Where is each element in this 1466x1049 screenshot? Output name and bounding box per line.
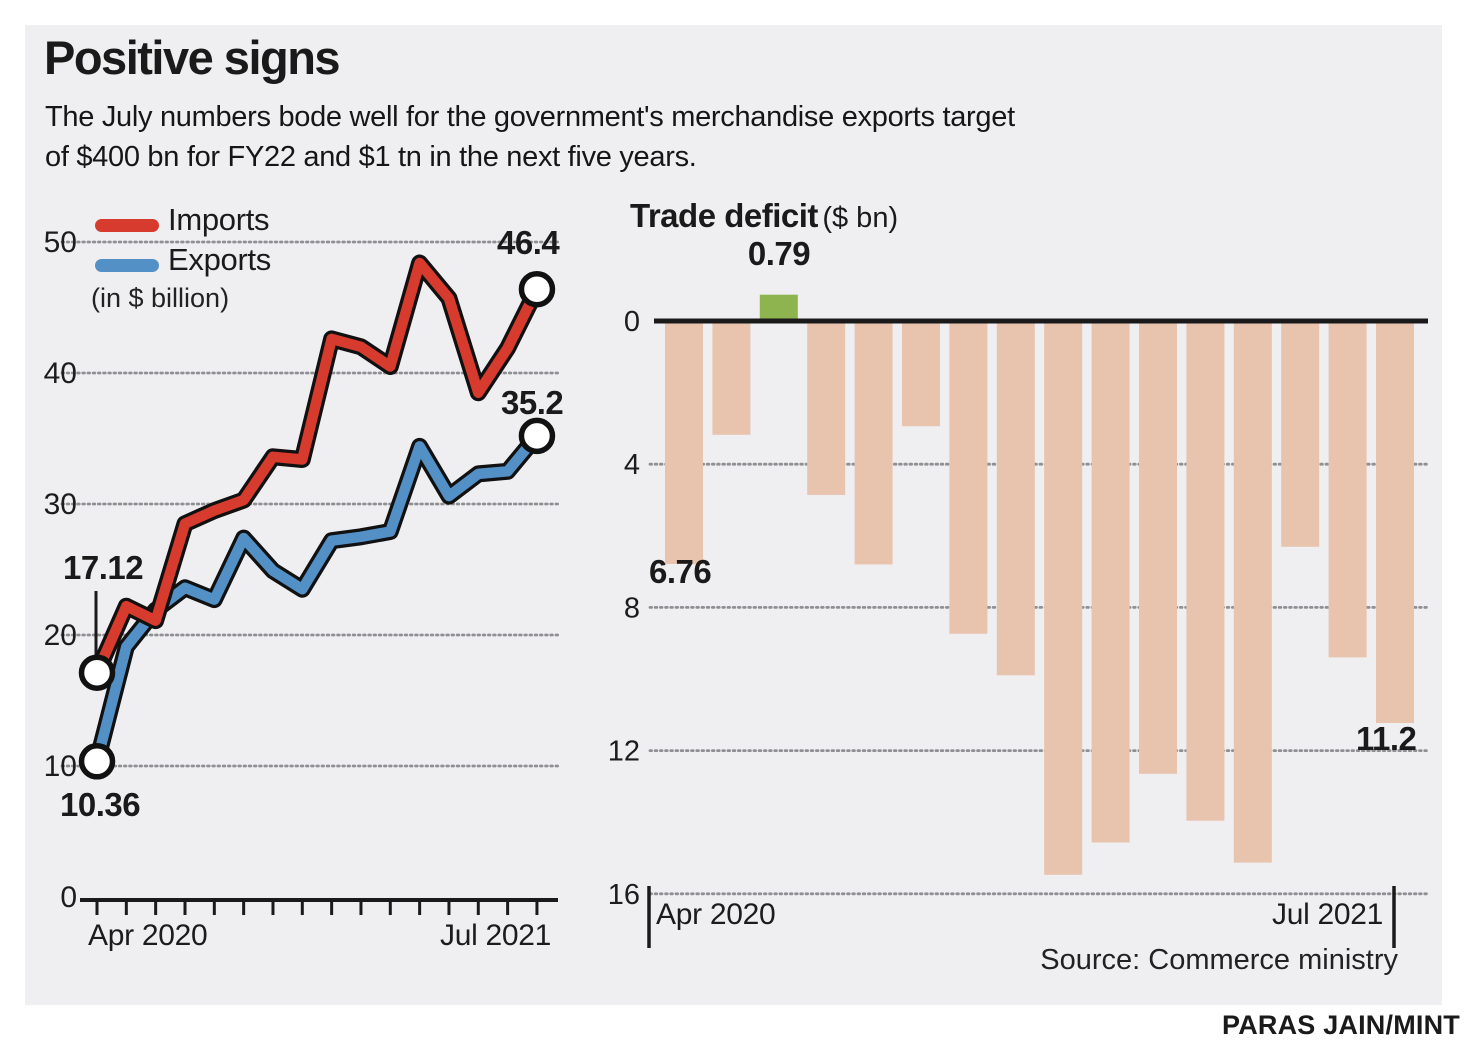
- left-x-label-start: Apr 2020: [88, 919, 208, 952]
- imports-marker: [518, 270, 556, 308]
- right-y-tick-label: 0: [624, 306, 640, 338]
- deficit-bar: [665, 322, 703, 564]
- deficit-bar: [1186, 322, 1225, 821]
- left-x-label-end: Jul 2021: [440, 919, 552, 952]
- annotation-imports-start: 17.12: [63, 549, 144, 586]
- exports-marker: [518, 417, 556, 455]
- deficit-bar: [1281, 322, 1320, 547]
- left-y-tick-label: 30: [44, 488, 77, 521]
- credit-byline: PARAS JAIN/MINT: [1221, 1010, 1460, 1040]
- right-x-label-start: Apr 2020: [656, 898, 776, 931]
- annotation-surplus: 0.79: [747, 235, 811, 272]
- right-y-tick-label: 8: [624, 592, 640, 624]
- source-note: Source: Commerce ministry: [1040, 944, 1398, 976]
- deficit-bar: [1044, 322, 1083, 875]
- left-y-tick-label: 20: [44, 619, 77, 652]
- left-y-tick-label: 0: [60, 881, 77, 914]
- deficit-bar: [949, 322, 988, 634]
- annotation-exports-start: 10.36: [60, 786, 141, 823]
- deficit-bar: [1376, 322, 1414, 723]
- right-chart-title: Trade deficit ($ bn): [630, 197, 898, 235]
- left-y-tick-label: 10: [44, 750, 77, 783]
- unit-note: (in $ billion): [91, 283, 230, 313]
- imports-line: [91, 257, 543, 678]
- deficit-bar: [854, 322, 893, 565]
- page-title: Positive signs: [44, 31, 341, 84]
- legend-swatch-imports: [95, 219, 159, 232]
- subtitle-line-2: of $400 bn for FY22 and $1 tn in the nex…: [45, 141, 697, 173]
- subtitle-line-1: The July numbers bode well for the gover…: [45, 101, 1015, 133]
- right-y-tick-label: 16: [608, 879, 640, 911]
- deficit-bar: [1328, 322, 1367, 658]
- deficit-bar: [1233, 322, 1272, 863]
- legend-label-exports: Exports: [168, 242, 271, 277]
- exports-marker: [78, 743, 116, 780]
- deficit-bar: [1139, 322, 1177, 774]
- surplus-bar: [759, 294, 798, 323]
- annotation-imports-end: 46.4: [497, 224, 560, 261]
- legend-label-imports: Imports: [168, 202, 270, 237]
- right-chart-title-bold: Trade deficit: [630, 197, 818, 234]
- right-y-tick-label: 4: [624, 449, 640, 481]
- left-y-tick-label: 50: [44, 226, 77, 259]
- annotation-first-deficit: 6.76: [649, 553, 712, 590]
- deficit-bar: [807, 322, 846, 495]
- right-x-label-end: Jul 2021: [1272, 898, 1384, 931]
- left-y-tick-label: 40: [44, 357, 77, 390]
- deficit-bar: [1091, 322, 1130, 843]
- imports-marker: [78, 654, 116, 691]
- annotation-exports-end: 35.2: [501, 384, 564, 421]
- right-y-tick-label: 12: [608, 736, 640, 768]
- annotation-last-deficit: 11.2: [1356, 720, 1417, 757]
- deficit-bar: [996, 322, 1035, 676]
- right-chart-title-unit: ($ bn): [822, 202, 899, 234]
- legend-swatch-exports: [95, 259, 159, 272]
- deficit-bar: [712, 322, 751, 435]
- deficit-bar: [902, 322, 940, 427]
